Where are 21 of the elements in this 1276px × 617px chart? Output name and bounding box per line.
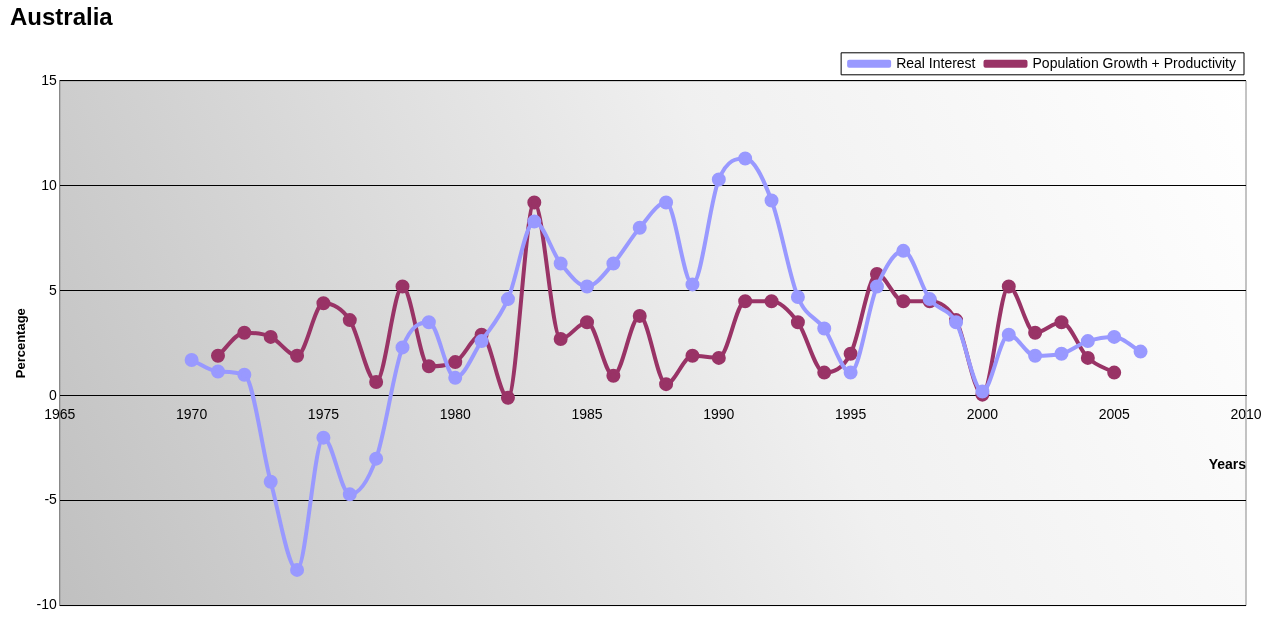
x-tick-label: 2000: [966, 405, 999, 422]
y-tick-label: 5: [49, 281, 58, 298]
y-tick-label: -5: [44, 491, 58, 508]
y-tick-label: -10: [36, 596, 58, 613]
x-tick-label: 1990: [703, 405, 735, 422]
x-tick-label: 1965: [44, 405, 76, 422]
x-tick-label: 2005: [1098, 405, 1130, 422]
chart-title: Australia: [10, 3, 114, 31]
x-tick-label: 1995: [835, 405, 867, 422]
y-axis-title: Percentage: [13, 308, 29, 379]
x-tick-label: 1985: [571, 405, 603, 422]
x-tick-label: 2010: [1230, 405, 1262, 422]
x-tick-label: 1975: [307, 405, 340, 422]
y-tick-label: 0: [49, 386, 58, 403]
legend-label: Population Growth + Productivity: [1032, 54, 1237, 71]
legend-label: Real Interest: [896, 54, 976, 71]
y-tick-label: 15: [41, 71, 58, 88]
x-tick-label: 1980: [439, 405, 471, 422]
y-tick-label: 10: [41, 176, 58, 193]
x-axis-title: Years: [1208, 455, 1247, 472]
x-tick-label: 1970: [176, 405, 208, 422]
